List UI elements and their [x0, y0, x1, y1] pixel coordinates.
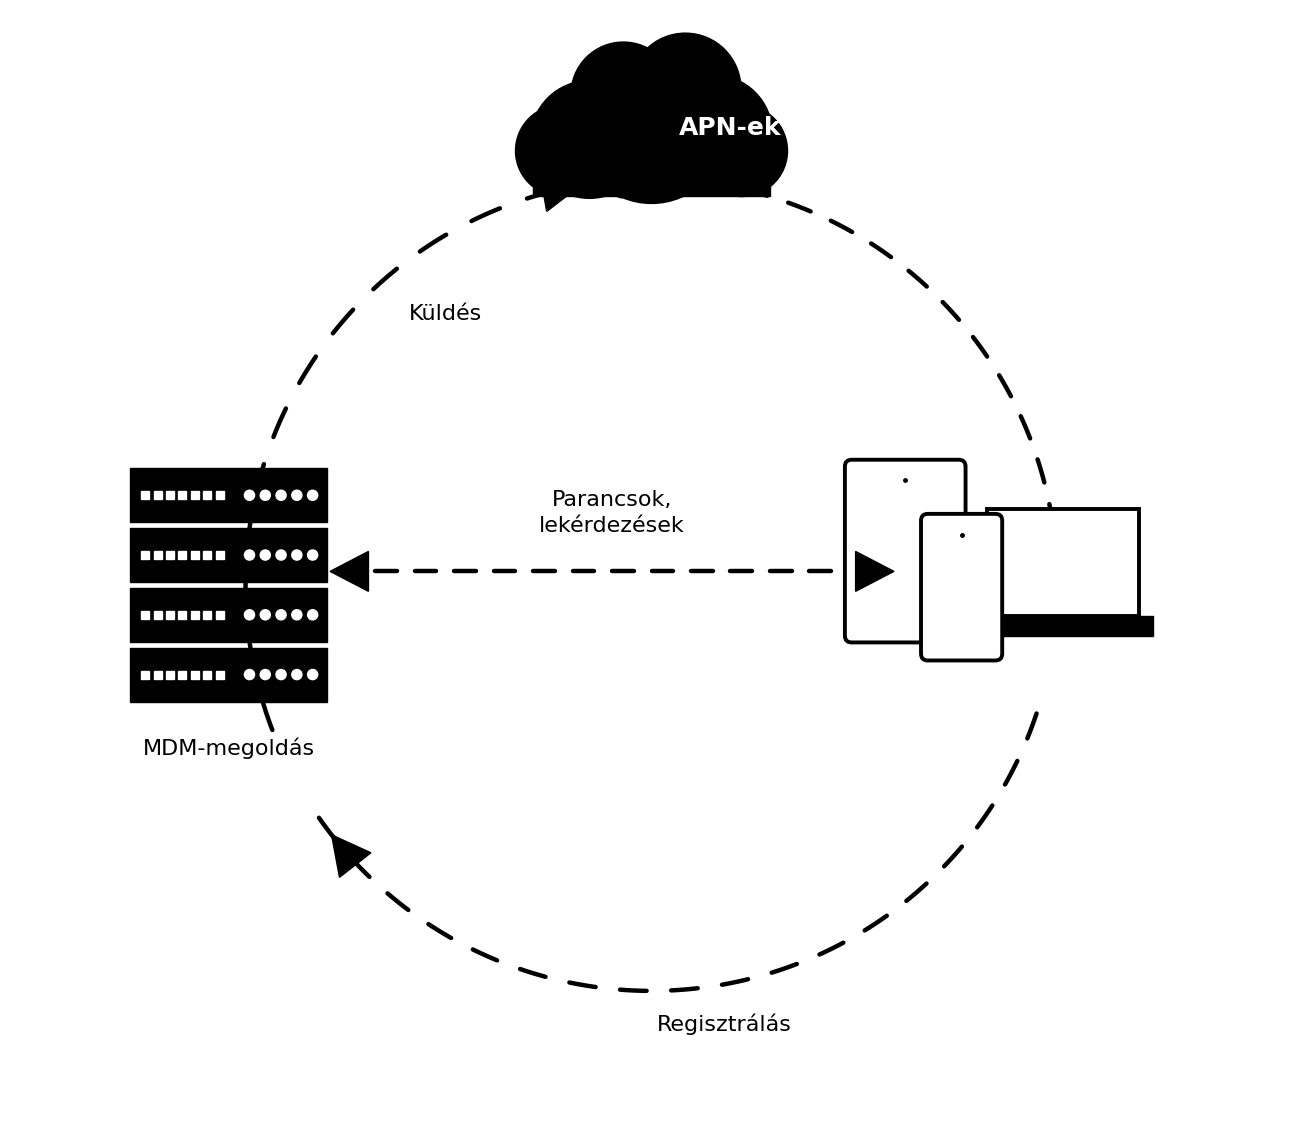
Circle shape: [261, 550, 270, 560]
FancyBboxPatch shape: [190, 491, 199, 499]
FancyBboxPatch shape: [154, 670, 162, 678]
Polygon shape: [539, 173, 581, 211]
FancyBboxPatch shape: [154, 491, 162, 499]
FancyBboxPatch shape: [844, 460, 966, 643]
FancyBboxPatch shape: [190, 611, 199, 619]
FancyBboxPatch shape: [130, 587, 327, 642]
FancyBboxPatch shape: [203, 491, 211, 499]
FancyBboxPatch shape: [179, 670, 186, 678]
FancyBboxPatch shape: [154, 551, 162, 559]
Circle shape: [276, 669, 287, 679]
FancyBboxPatch shape: [190, 670, 199, 678]
Circle shape: [261, 491, 270, 500]
Circle shape: [292, 491, 302, 500]
Polygon shape: [330, 551, 369, 592]
Circle shape: [276, 491, 287, 500]
FancyBboxPatch shape: [141, 491, 149, 499]
FancyBboxPatch shape: [130, 468, 327, 523]
FancyBboxPatch shape: [203, 670, 211, 678]
Text: Küldés: Küldés: [409, 304, 482, 324]
Circle shape: [261, 610, 270, 620]
Circle shape: [292, 669, 302, 679]
FancyBboxPatch shape: [130, 528, 327, 582]
FancyBboxPatch shape: [986, 509, 1139, 616]
FancyBboxPatch shape: [216, 551, 224, 559]
FancyBboxPatch shape: [141, 611, 149, 619]
Circle shape: [654, 75, 773, 193]
FancyBboxPatch shape: [130, 648, 327, 702]
FancyBboxPatch shape: [921, 513, 1002, 660]
Circle shape: [292, 610, 302, 620]
Circle shape: [308, 491, 318, 500]
Text: Parancsok,
lekérdezések: Parancsok, lekérdezések: [539, 490, 685, 536]
FancyBboxPatch shape: [154, 611, 162, 619]
Polygon shape: [856, 551, 894, 592]
Circle shape: [245, 610, 254, 620]
Circle shape: [696, 105, 787, 197]
Circle shape: [245, 669, 254, 679]
FancyBboxPatch shape: [216, 611, 224, 619]
Circle shape: [292, 550, 302, 560]
FancyBboxPatch shape: [165, 611, 173, 619]
FancyBboxPatch shape: [216, 670, 224, 678]
Circle shape: [308, 550, 318, 560]
Polygon shape: [331, 835, 371, 877]
Circle shape: [308, 669, 318, 679]
Circle shape: [276, 550, 287, 560]
FancyBboxPatch shape: [973, 616, 1153, 636]
FancyBboxPatch shape: [179, 611, 186, 619]
Circle shape: [245, 491, 254, 500]
FancyBboxPatch shape: [179, 551, 186, 559]
Text: MDM-megoldás: MDM-megoldás: [142, 737, 315, 759]
Circle shape: [261, 669, 270, 679]
FancyBboxPatch shape: [203, 551, 211, 559]
Text: Regisztrálás: Regisztrálás: [657, 1014, 792, 1035]
FancyBboxPatch shape: [141, 551, 149, 559]
FancyBboxPatch shape: [203, 611, 211, 619]
Text: APN-ek: APN-ek: [679, 116, 782, 140]
Circle shape: [576, 53, 727, 203]
FancyBboxPatch shape: [179, 491, 186, 499]
Circle shape: [516, 105, 607, 197]
Circle shape: [245, 550, 254, 560]
FancyBboxPatch shape: [533, 123, 770, 195]
Circle shape: [530, 81, 649, 199]
Circle shape: [276, 610, 287, 620]
Circle shape: [308, 610, 318, 620]
FancyBboxPatch shape: [141, 670, 149, 678]
Polygon shape: [581, 159, 623, 198]
Circle shape: [571, 42, 676, 147]
Circle shape: [629, 33, 741, 144]
FancyBboxPatch shape: [216, 491, 224, 499]
FancyBboxPatch shape: [165, 551, 173, 559]
FancyBboxPatch shape: [165, 670, 173, 678]
FancyBboxPatch shape: [165, 491, 173, 499]
FancyBboxPatch shape: [190, 551, 199, 559]
